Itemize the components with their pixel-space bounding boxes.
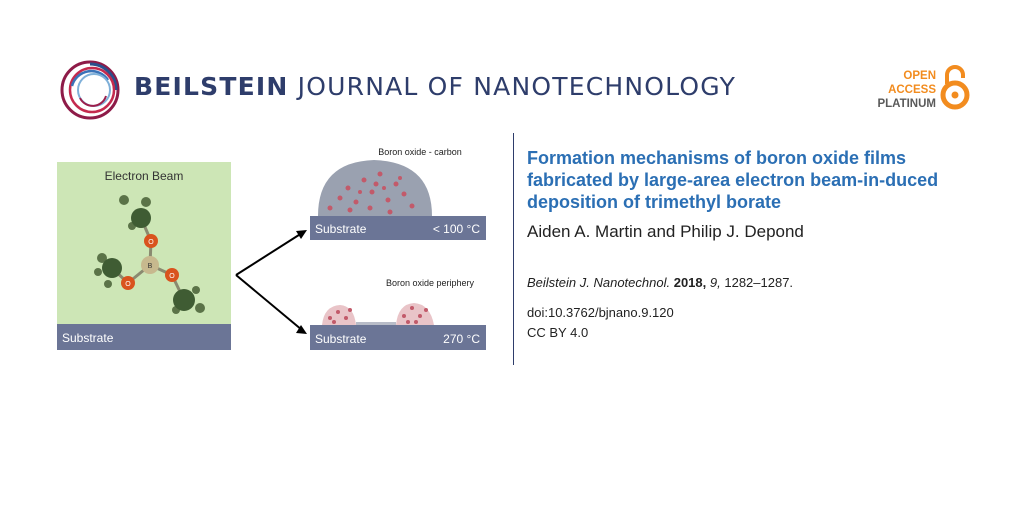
carbon-atom <box>173 289 195 311</box>
substrate-bottom-temperature: 270 °C <box>443 332 480 346</box>
carbon-atom <box>131 208 151 228</box>
substrate-top-label: Substrate <box>315 222 367 236</box>
svg-text:O: O <box>169 273 175 280</box>
reaction-arrows <box>235 232 303 331</box>
article-title: Formation mechanisms of boron oxide film… <box>527 148 939 212</box>
oxygen-atom <box>121 276 135 290</box>
beilstein-ring-logo <box>60 60 120 120</box>
substrate-top <box>310 216 486 240</box>
article-authors: Aiden A. Martin and Philip J. Depond <box>527 222 804 241</box>
graphical-abstract: Electron Beam O O O B Substrate Boron ox… <box>57 147 486 350</box>
svg-text:O: O <box>125 281 131 288</box>
substrate-bottom-label: Substrate <box>315 332 367 346</box>
substrate-bottom <box>310 325 486 350</box>
article-doi[interactable]: doi:10.3762/bjnano.9.120 <box>527 305 674 320</box>
periphery-deposit-left <box>322 305 356 325</box>
citation-year: 2018, <box>673 275 707 290</box>
citation-journal: Beilstein J. Nanotechnol. <box>527 275 671 290</box>
substrate-left <box>57 324 231 350</box>
boron-oxide-carbon-dome <box>318 160 432 216</box>
svg-text:O: O <box>148 239 154 246</box>
vertical-divider <box>513 133 514 365</box>
open-access-line1: OPEN <box>903 70 936 82</box>
bottom-result-caption: Boron oxide periphery <box>386 278 475 288</box>
journal-name-bold: BEILSTEIN <box>134 72 289 101</box>
open-access-badge: OPEN ACCESS PLATINUM <box>872 69 936 111</box>
periphery-deposit-right <box>396 303 434 325</box>
oxygen-atom <box>144 234 158 248</box>
top-result-caption: Boron oxide - carbon <box>378 147 462 157</box>
open-access-line2: ACCESS <box>888 84 936 96</box>
thin-film-center <box>356 322 396 325</box>
journal-name: BEILSTEIN JOURNAL OF NANOTECHNOLOGY <box>134 72 736 101</box>
journal-name-rest: JOURNAL OF NANOTECHNOLOGY <box>288 72 737 101</box>
oxygen-atom <box>165 268 179 282</box>
substrate-left-label: Substrate <box>62 331 114 345</box>
electron-beam-region <box>57 162 231 324</box>
boron-oxide-carbon-particles <box>327 171 415 215</box>
citation-volume: 9, <box>709 275 721 290</box>
svg-text:B: B <box>148 263 153 270</box>
electron-beam-label: Electron Beam <box>105 169 184 183</box>
open-lock-icon <box>940 65 970 110</box>
boron-oxide-periphery-particles <box>328 306 428 324</box>
open-access-line3: PLATINUM <box>877 98 936 110</box>
article-license: CC BY 4.0 <box>527 325 589 340</box>
carbon-atom <box>102 258 122 278</box>
citation-pages: 1282–1287. <box>724 275 794 290</box>
article-citation: Beilstein J. Nanotechnol. 2018, 9, 1282–… <box>527 275 793 290</box>
boron-atom <box>141 256 159 274</box>
substrate-top-temperature: < 100 °C <box>433 222 480 236</box>
